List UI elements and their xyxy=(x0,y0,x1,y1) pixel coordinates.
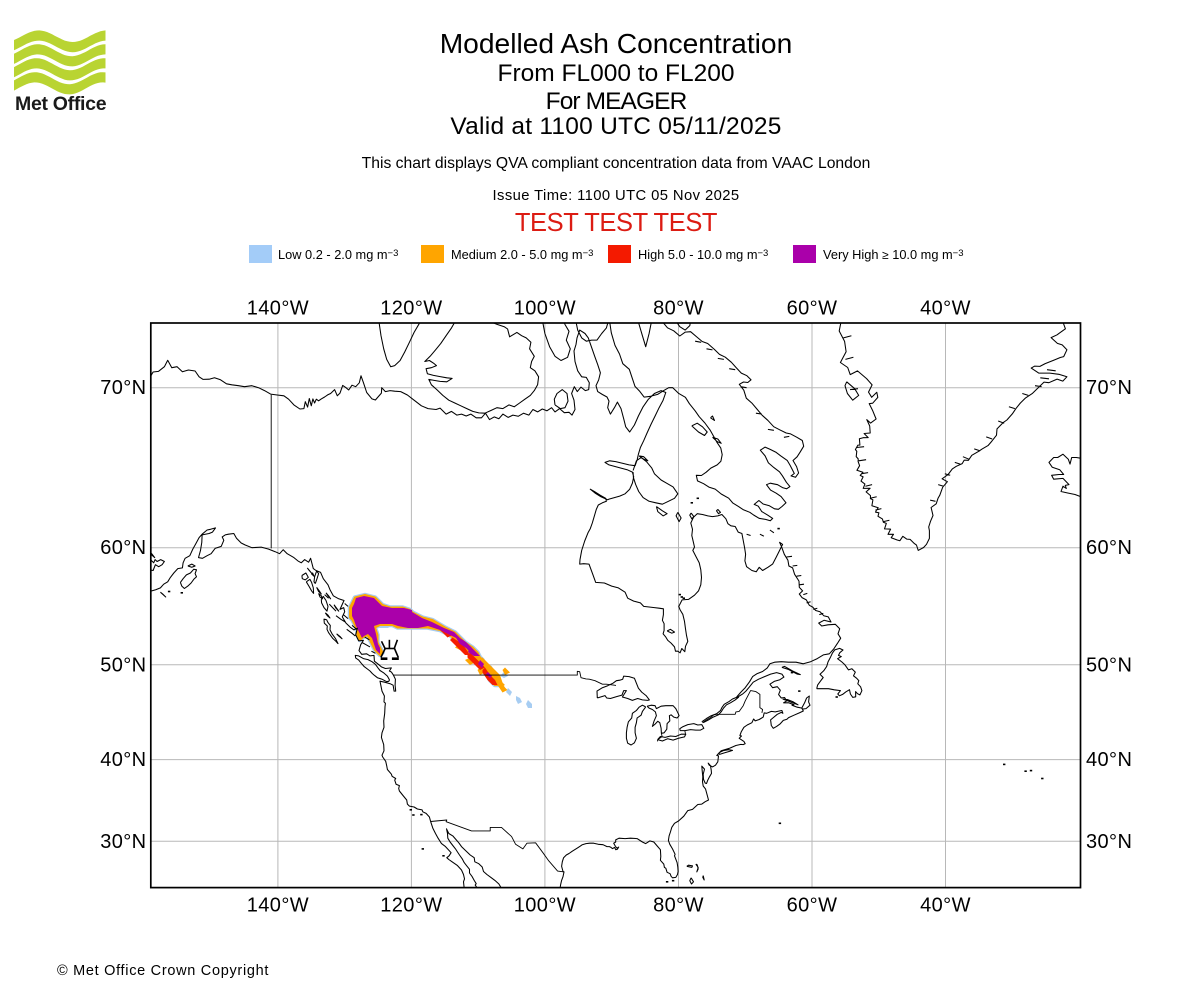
svg-text:140°W: 140°W xyxy=(247,298,309,320)
svg-text:70°N: 70°N xyxy=(1086,377,1132,399)
svg-text:140°W: 140°W xyxy=(247,895,309,917)
svg-text:© Met Office Crown Copyright: © Met Office Crown Copyright xyxy=(57,963,269,979)
svg-text:60°N: 60°N xyxy=(1086,537,1132,559)
svg-text:30°N: 30°N xyxy=(1086,831,1132,853)
svg-text:120°W: 120°W xyxy=(380,298,442,320)
svg-text:40°W: 40°W xyxy=(920,298,971,320)
svg-text:80°W: 80°W xyxy=(653,895,704,917)
svg-text:Met Office: Met Office xyxy=(15,93,107,115)
svg-text:100°W: 100°W xyxy=(514,895,576,917)
svg-text:80°W: 80°W xyxy=(653,298,704,320)
svg-text:60°W: 60°W xyxy=(787,298,838,320)
svg-text:50°N: 50°N xyxy=(100,654,146,676)
svg-text:60°W: 60°W xyxy=(787,895,838,917)
svg-text:70°N: 70°N xyxy=(100,377,146,399)
svg-text:40°W: 40°W xyxy=(920,895,971,917)
svg-text:40°N: 40°N xyxy=(1086,749,1132,771)
svg-text:50°N: 50°N xyxy=(1086,654,1132,676)
svg-text:60°N: 60°N xyxy=(100,537,146,559)
svg-text:100°W: 100°W xyxy=(514,298,576,320)
svg-text:30°N: 30°N xyxy=(100,831,146,853)
svg-text:120°W: 120°W xyxy=(380,895,442,917)
svg-text:40°N: 40°N xyxy=(100,749,146,771)
